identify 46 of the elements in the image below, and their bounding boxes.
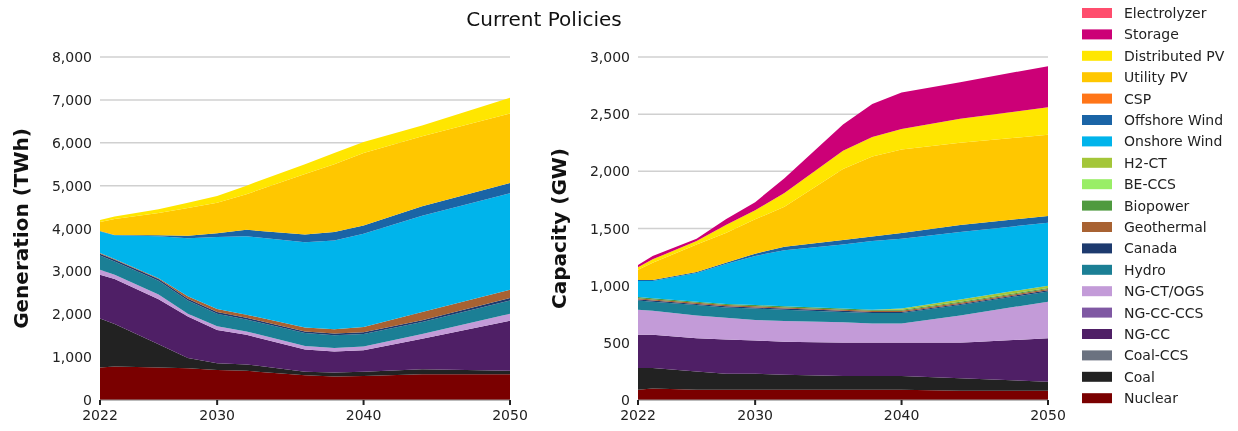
y-tick-label: 4,000 <box>51 220 92 237</box>
y-tick-label: 1,500 <box>589 220 630 237</box>
legend-label: Hydro <box>1124 261 1166 278</box>
legend-label: Onshore Wind <box>1124 133 1223 150</box>
y-tick-label: 3,000 <box>51 263 92 280</box>
y-tick-label: 0 <box>83 392 92 408</box>
y-tick-label: 1,000 <box>51 349 92 366</box>
y-tick-label: 8,000 <box>51 49 92 65</box>
y-tick-label: 6,000 <box>51 134 92 151</box>
x-tick-label: 2030 <box>737 407 773 423</box>
y-tick-label: 2,500 <box>589 106 630 123</box>
y-tick-label: 2,000 <box>51 306 92 323</box>
y-tick-label: 5,000 <box>51 177 92 194</box>
legend-label: NG-CC <box>1124 326 1171 342</box>
legend-label: BE-CCS <box>1124 176 1177 193</box>
legend-label: Biopower <box>1124 197 1190 214</box>
y-tick-label: 500 <box>603 334 630 351</box>
x-tick-label: 2050 <box>1030 407 1066 423</box>
y-tick-label: 7,000 <box>51 91 92 108</box>
legend-label: Nuclear <box>1124 390 1179 407</box>
legend-label: Offshore Wind <box>1124 112 1224 128</box>
x-tick-label: 2030 <box>199 407 235 423</box>
legend-label: H2-CT <box>1124 154 1168 171</box>
y-axis-title: Generation (TWh) <box>9 128 33 329</box>
x-tick-label: 2040 <box>345 407 382 423</box>
y-tick-label: 0 <box>621 392 630 408</box>
legend-label: Distributed PV <box>1124 47 1225 64</box>
legend-label: NG-CC-CCS <box>1124 304 1204 321</box>
legend-label: Coal-CCS <box>1124 347 1189 364</box>
legend-label: Utility PV <box>1124 69 1189 86</box>
y-tick-label: 3,000 <box>589 49 630 65</box>
legend-label: Canada <box>1124 240 1178 257</box>
x-tick-label: 2022 <box>82 407 118 423</box>
y-tick-label: 1,000 <box>589 277 630 294</box>
x-tick-label: 2050 <box>492 407 528 423</box>
chart-title: Current Policies <box>466 7 622 31</box>
legend-label: Geothermal <box>1124 219 1207 235</box>
y-axis-title: Capacity (GW) <box>547 147 571 310</box>
legend-label: Coal <box>1124 368 1155 385</box>
legend-label: Storage <box>1124 26 1179 43</box>
y-tick-label: 2,000 <box>589 163 630 180</box>
legend-label: NG-CT/OGS <box>1124 283 1205 300</box>
legend-label: CSP <box>1124 90 1152 107</box>
legend-label: Electrolyzer <box>1124 5 1207 21</box>
x-tick-label: 2022 <box>620 407 656 423</box>
x-tick-label: 2040 <box>883 407 920 423</box>
